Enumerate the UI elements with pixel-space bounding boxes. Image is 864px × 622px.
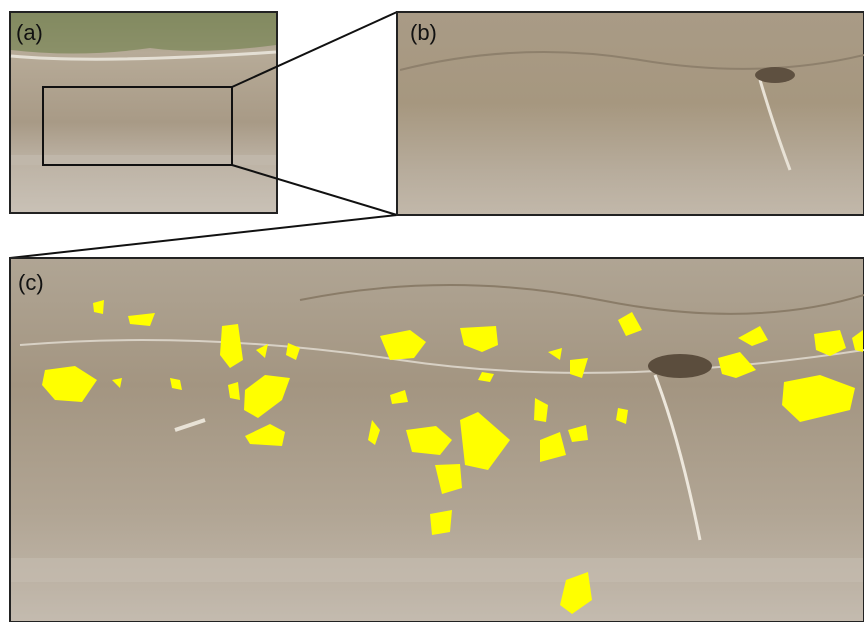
panel-label: (b) xyxy=(410,20,437,45)
panel-label: (c) xyxy=(18,270,44,295)
vegetation xyxy=(11,13,276,54)
connector xyxy=(10,215,397,258)
figure: (a) (b) xyxy=(0,0,864,622)
texture xyxy=(648,354,712,378)
panel-b: (b) xyxy=(397,12,864,215)
texture xyxy=(755,67,795,83)
panel-c: (c) xyxy=(10,258,864,622)
panel-label: (a) xyxy=(16,20,43,45)
photo xyxy=(397,12,864,215)
panel-a: (a) xyxy=(10,12,277,213)
